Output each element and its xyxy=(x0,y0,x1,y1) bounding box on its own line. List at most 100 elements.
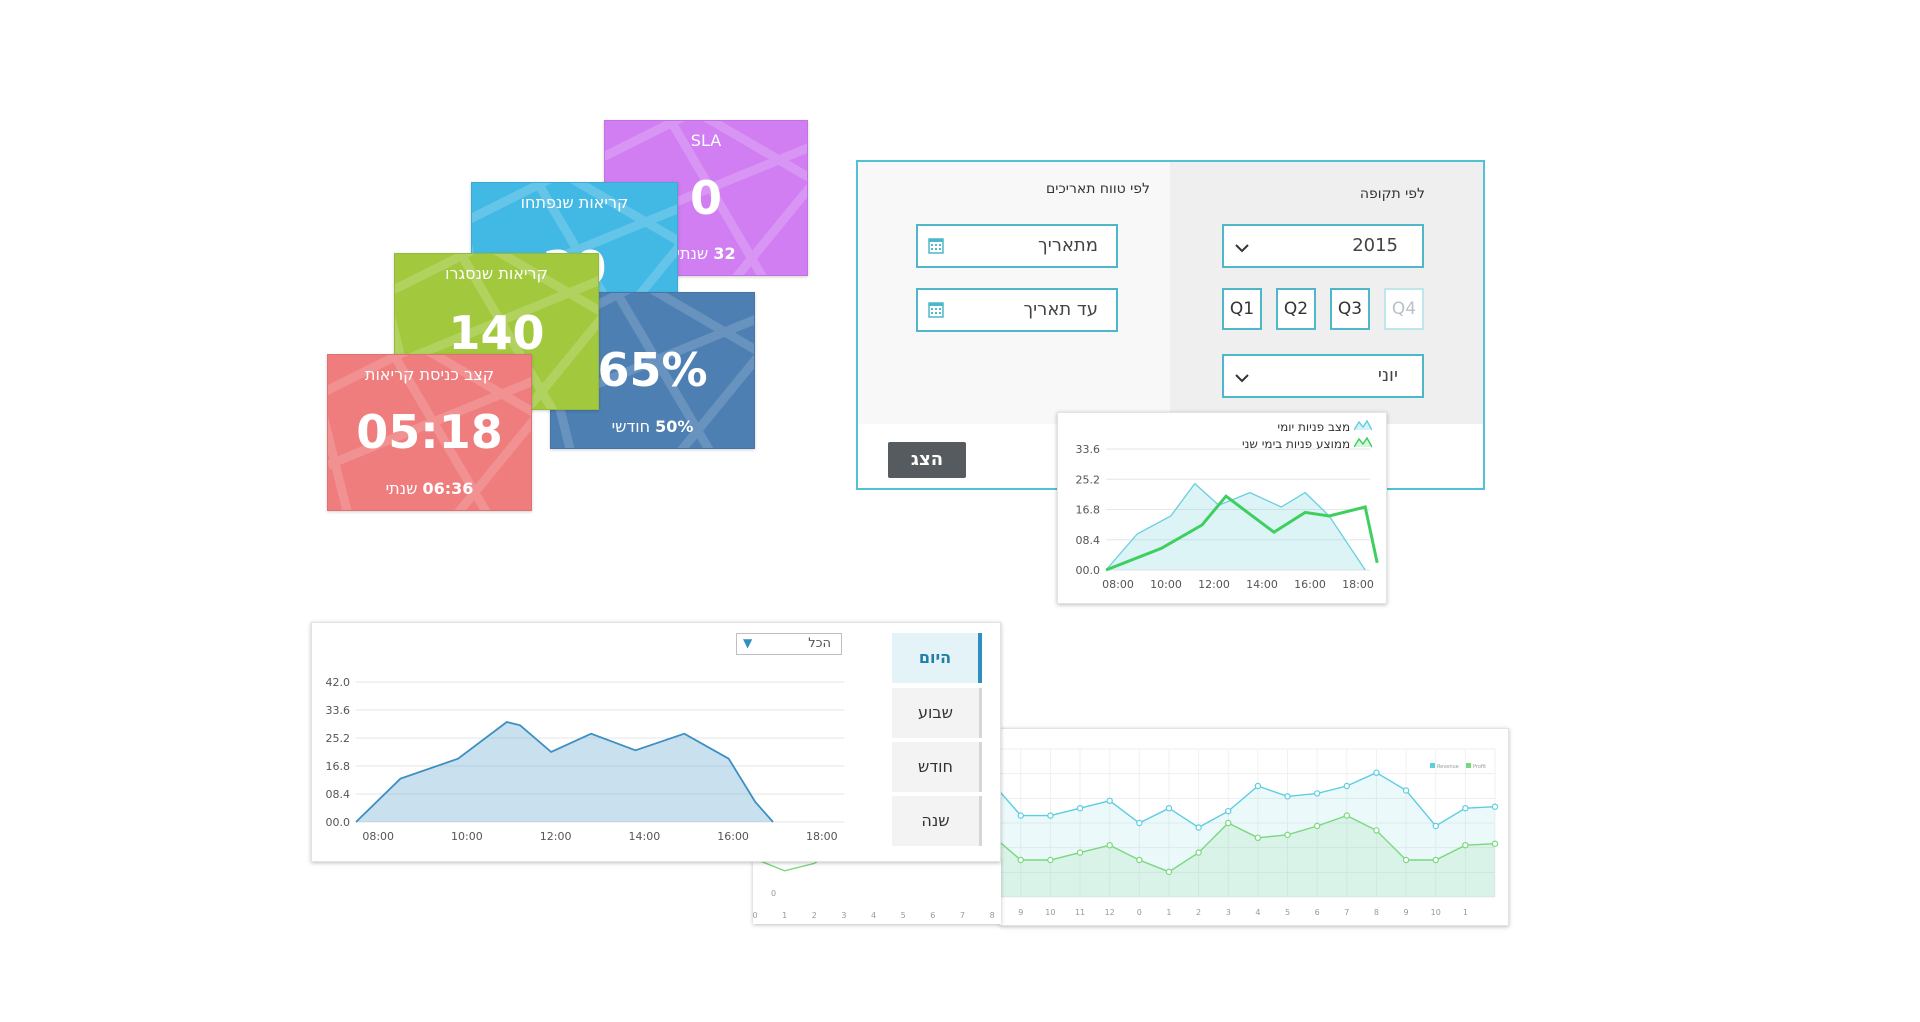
quarter-q1-button[interactable]: Q1 xyxy=(1222,288,1262,330)
area-legend-icon xyxy=(1353,436,1373,448)
x-tick-label: 3 xyxy=(1226,908,1231,917)
from-date-placeholder: מתאריך xyxy=(1038,235,1098,256)
tab-today[interactable]: היום xyxy=(892,633,982,683)
sla-sub-value: 32 xyxy=(713,244,736,263)
data-point xyxy=(1373,769,1380,776)
x-tick-label: 14:00 xyxy=(1246,578,1278,591)
percent-sub-label: חודשי xyxy=(611,417,651,436)
calendar-icon[interactable] xyxy=(928,300,944,323)
y-tick-label: 42.0 xyxy=(326,676,351,689)
revenue-chart-left-svg: 0 1 2 3 4 5 6 7 8 0 xyxy=(753,860,995,920)
legend-label: Revenue xyxy=(1437,764,1459,770)
x-tick-label: 10 xyxy=(1045,908,1055,917)
data-point xyxy=(1165,804,1173,812)
legend-label-monday: ממוצע פניות בימי שני xyxy=(1241,437,1351,451)
legend-label-daily: מצב פניות יומי xyxy=(1277,420,1351,434)
data-point xyxy=(1225,807,1232,815)
select-value: הכל xyxy=(808,636,831,651)
legend-item-monday: ממוצע פניות בימי שני xyxy=(1241,436,1373,451)
data-point xyxy=(1047,812,1054,819)
daily-chart-card: מצב פניות יומי ממוצע פניות בימי שני 00.0… xyxy=(1057,412,1387,604)
data-point xyxy=(1432,822,1439,830)
legend-swatch xyxy=(1466,763,1471,768)
x-tick-label: 18:00 xyxy=(1342,578,1374,591)
series-line xyxy=(355,721,774,823)
x-tick-label: 10 xyxy=(1431,908,1441,917)
x-tick-label: 16:00 xyxy=(717,830,749,843)
y-tick-label: 00.0 xyxy=(1076,564,1101,577)
data-point xyxy=(1106,797,1113,805)
data-point xyxy=(1343,812,1350,819)
filter-select[interactable]: ▼ הכל xyxy=(736,633,842,655)
x-tick-label: 4 xyxy=(871,911,876,920)
to-date-field[interactable]: עד תאריך xyxy=(916,288,1118,332)
x-tick-label: 0 xyxy=(1137,908,1142,917)
tab-week[interactable]: שבוע xyxy=(892,688,982,738)
x-tick-label: 08:00 xyxy=(362,830,394,843)
data-point xyxy=(1254,782,1262,790)
show-button[interactable]: הצג xyxy=(888,442,966,478)
tab-month[interactable]: חודש xyxy=(892,742,982,792)
x-tick-label: 2 xyxy=(1196,908,1201,917)
legend-label: Profit xyxy=(1473,764,1486,770)
rate-tile[interactable]: קצב כניסת קריאות 05:18 06:36 שנתי xyxy=(327,354,532,511)
data-point xyxy=(1462,841,1469,849)
y-tick-label: 25.2 xyxy=(1076,473,1101,486)
data-point xyxy=(1343,782,1350,790)
x-tick-label: 0 xyxy=(753,911,758,920)
closed-title: קריאות שנסגרו xyxy=(445,264,548,283)
tile-pattern xyxy=(328,355,531,510)
period-section: לפי תקופה 2015 Q1 Q2 Q3 Q4 יוני xyxy=(1170,162,1483,424)
series-area xyxy=(356,722,774,822)
x-tick-label: 12:00 xyxy=(540,830,572,843)
y-tick-label: 33.6 xyxy=(1076,443,1101,456)
year-select[interactable]: 2015 xyxy=(1222,224,1424,268)
x-tick-label: 2 xyxy=(812,911,817,920)
percent-sub: 50% חודשי xyxy=(551,417,754,436)
data-point xyxy=(1402,787,1410,794)
month-select[interactable]: יוני xyxy=(1222,354,1424,398)
rate-sub-value: 06:36 xyxy=(422,479,474,498)
sla-value: 0 xyxy=(689,171,722,225)
year-value: 2015 xyxy=(1352,235,1398,256)
quarter-q2-button[interactable]: Q2 xyxy=(1276,288,1316,330)
chevron-down-icon xyxy=(1234,238,1250,259)
from-date-field[interactable]: מתאריך xyxy=(916,224,1118,268)
y-tick-label: 16.8 xyxy=(1076,504,1101,517)
data-point xyxy=(1195,824,1202,831)
data-point xyxy=(1165,868,1173,876)
period-heading: לפי תקופה xyxy=(1359,186,1425,202)
x-tick-label: 12 xyxy=(1105,908,1115,917)
x-tick-label: 08:00 xyxy=(1102,578,1134,591)
x-tick-label: 4 xyxy=(1255,908,1260,917)
y-tick-label: 25.2 xyxy=(326,732,351,745)
rate-sub-label: שנתי xyxy=(385,479,418,498)
month-value: יוני xyxy=(1377,365,1398,386)
x-tick-label: 3 xyxy=(841,911,846,920)
series-area xyxy=(1000,815,1495,897)
legend-item-daily: מצב פניות יומי xyxy=(1277,419,1373,434)
x-tick-label: 5 xyxy=(1285,908,1290,917)
data-point xyxy=(1106,841,1113,849)
data-point xyxy=(1017,856,1024,864)
x-tick-label: 8 xyxy=(1374,908,1379,917)
quarter-q3-button[interactable]: Q3 xyxy=(1330,288,1370,330)
tab-year[interactable]: שנה xyxy=(892,796,982,846)
x-tick-label: 1 xyxy=(1463,908,1468,917)
select-arrow-icon: ▼ xyxy=(743,636,753,650)
x-tick-label: 7 xyxy=(960,911,965,920)
legend-swatch xyxy=(1430,763,1435,768)
quarter-q4-button[interactable]: Q4 xyxy=(1384,288,1424,330)
revenue-chart-left-part: 0 1 2 3 4 5 6 7 8 0 xyxy=(753,860,1001,924)
revenue-chart-card: 9 10 11 12 0 1 2 3 4 5 6 7 8 9 10 1 Revenue Profit xyxy=(1000,728,1509,926)
rate-title: קצב כניסת קריאות xyxy=(364,365,495,384)
data-point xyxy=(1076,849,1084,856)
calendar-icon[interactable] xyxy=(928,236,944,259)
percent-sub-value: 50% xyxy=(655,417,694,436)
sla-title: SLA xyxy=(690,131,722,150)
data-point xyxy=(1432,856,1439,864)
x-tick-label: 1 xyxy=(782,911,787,920)
data-point xyxy=(1491,840,1499,847)
series-area xyxy=(1000,772,1495,897)
